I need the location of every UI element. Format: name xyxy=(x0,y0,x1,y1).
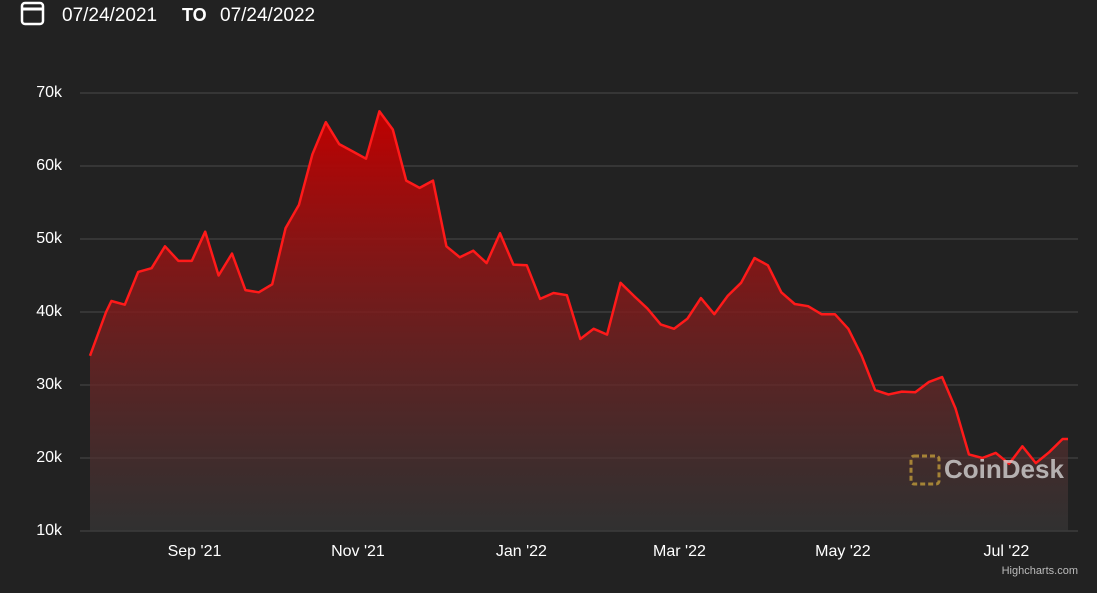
x-tick-label: May '22 xyxy=(815,543,871,560)
x-tick-label: Nov '21 xyxy=(331,543,385,560)
plot-area: 10k 20k 30k 40k 50k 60k 70k Sep '21 Nov '21 Jan '… xyxy=(36,84,1078,560)
y-tick-label: 30k xyxy=(36,376,63,393)
watermark-logo xyxy=(909,454,941,486)
calendar-icon[interactable] xyxy=(20,1,45,26)
x-tick-label: Jan '22 xyxy=(496,543,547,560)
y-tick-label: 20k xyxy=(36,449,63,466)
x-tick-label: Mar '22 xyxy=(653,543,706,560)
x-tick-label: Jul '22 xyxy=(983,543,1029,560)
range-separator: TO xyxy=(182,5,207,25)
y-tick-label: 40k xyxy=(36,303,63,320)
y-tick-label: 70k xyxy=(36,84,63,101)
y-tick-label: 60k xyxy=(36,157,63,174)
end-date[interactable]: 07/24/2022 xyxy=(220,5,315,26)
watermark: CoinDesk xyxy=(944,454,1064,484)
watermark-group: CoinDesk xyxy=(909,454,1064,486)
date-range[interactable]: 07/24/2021 TO 07/24/2022 xyxy=(20,1,315,26)
line xyxy=(88,110,1068,466)
start-date[interactable]: 07/24/2021 xyxy=(62,5,157,26)
x-tick-label: Sep '21 xyxy=(168,543,222,560)
y-tick-label: 10k xyxy=(36,522,63,539)
credit[interactable]: Highcharts.com xyxy=(1002,565,1078,577)
area xyxy=(90,111,1068,532)
y-tick-label: 50k xyxy=(36,230,63,247)
